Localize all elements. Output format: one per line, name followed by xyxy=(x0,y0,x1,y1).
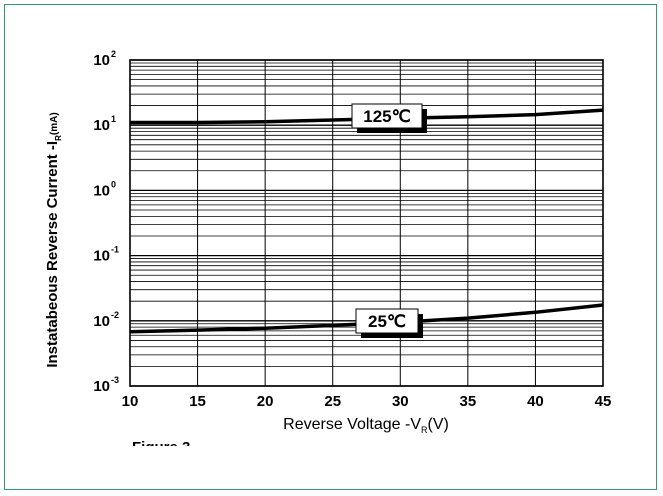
x-tick-labels: 10 15 20 25 30 35 40 45 xyxy=(122,393,612,410)
series-labels: 125℃ 25℃ xyxy=(351,103,427,338)
y-tick-base: 10 xyxy=(93,117,110,134)
y-tick-label: 10 -2 xyxy=(93,310,119,330)
caption-text: Figure 3 xyxy=(132,439,190,456)
x-tick-label: 20 xyxy=(257,393,274,410)
series-label-1: 25℃ xyxy=(355,308,423,338)
x-tick-label: 15 xyxy=(189,393,206,410)
x-tick-label: 45 xyxy=(595,393,612,410)
y-tick-exponent: -1 xyxy=(111,245,119,255)
x-axis-label: Reverse Voltage -VR(V) xyxy=(283,416,449,435)
y-tick-exponent: -3 xyxy=(111,375,119,385)
figure-frame xyxy=(4,4,657,490)
series-label-box xyxy=(355,308,419,334)
series-label-text: 25℃ xyxy=(368,312,406,331)
x-tick-label: 40 xyxy=(527,393,544,410)
y-tick-base: 10 xyxy=(93,182,110,199)
plot-area-border xyxy=(129,59,604,387)
y-axis-label: Instatabeous Reverse Current -IR(mA) xyxy=(44,112,63,367)
x-tick-label: 35 xyxy=(460,393,477,410)
y-tick-exponent: 0 xyxy=(111,179,116,189)
x-tick-label: 30 xyxy=(392,393,409,410)
series-label-text: 125℃ xyxy=(363,107,410,126)
series-label-0: 125℃ xyxy=(351,103,427,133)
y-tick-base: 10 xyxy=(93,313,110,330)
axis-labels: Reverse Voltage -VR(V) Instatabeous Rever… xyxy=(44,112,449,435)
figure-caption: Figure 3 xyxy=(132,439,190,456)
x-tick-label: 25 xyxy=(324,393,341,410)
y-tick-label: 10 -1 xyxy=(93,245,119,265)
y-tick-exponent: 1 xyxy=(111,114,116,124)
minor-gridlines xyxy=(130,62,603,367)
y-tick-base: 10 xyxy=(93,52,110,69)
y-tick-label: 10 0 xyxy=(93,179,116,199)
series-label-box xyxy=(351,103,423,129)
x-tick-label: 10 xyxy=(122,393,139,410)
series-lines xyxy=(129,108,604,334)
y-tick-base: 10 xyxy=(93,248,110,265)
y-tick-exponent: -2 xyxy=(111,310,119,320)
y-tick-label: 10 1 xyxy=(93,114,116,134)
y-tick-label: 10 -3 xyxy=(93,375,119,395)
y-tick-base: 10 xyxy=(93,378,110,395)
y-tick-label: 10 2 xyxy=(93,49,116,69)
y-tick-exponent: 2 xyxy=(111,49,116,59)
